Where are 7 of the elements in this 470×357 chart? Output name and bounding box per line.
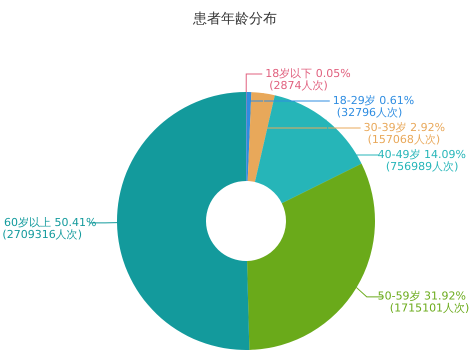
slice-label: 30-39岁 2.92% (157068人次) xyxy=(364,120,446,146)
slice-label: 18-29岁 0.61% (32796人次) xyxy=(332,94,414,119)
slice-label: 50-59岁 31.92% (1715101人次) xyxy=(378,290,470,315)
chart-title: 患者年龄分布 xyxy=(192,10,278,28)
slice-label: 60岁以上 50.41% (2709316人次) xyxy=(2,216,96,241)
slice-label: 18岁以下 0.05% (2874人次) xyxy=(265,66,351,92)
slice-label: 40-49岁 14.09% (756989人次) xyxy=(378,148,466,173)
